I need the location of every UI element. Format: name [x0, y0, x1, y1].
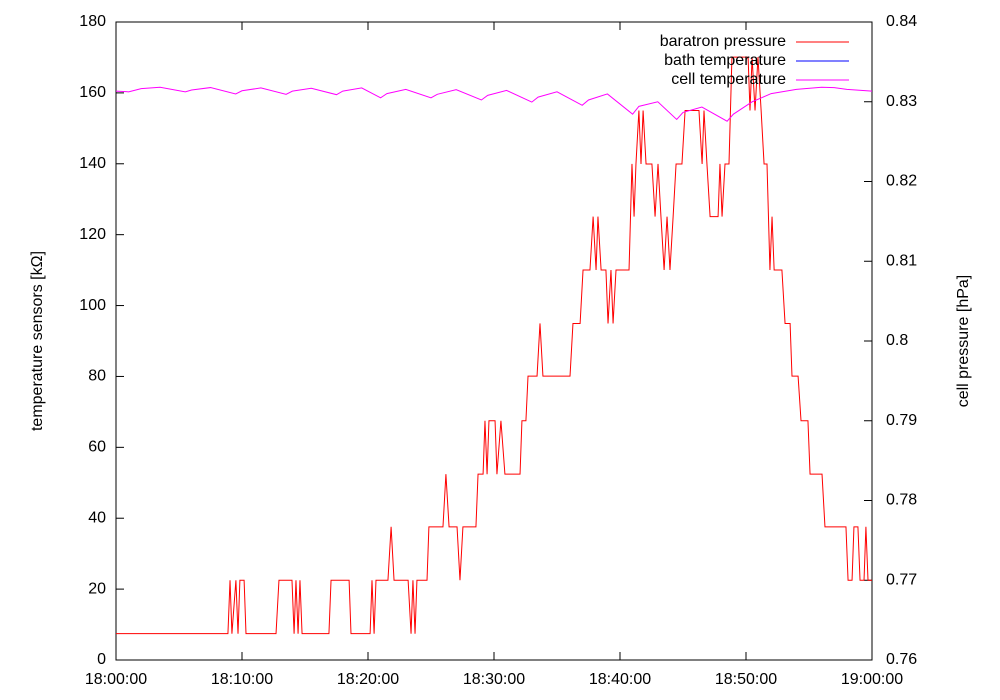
y-tick-label: 0 [97, 651, 106, 668]
y-tick-label: 100 [79, 297, 106, 314]
y2-tick-label: 0.84 [886, 13, 917, 30]
y-axis-label: temperature sensors [kΩ] [29, 251, 46, 431]
y2-tick-label: 0.82 [886, 173, 917, 190]
y2-tick-label: 0.77 [886, 571, 917, 588]
series-line [115, 86, 873, 122]
y2-tick-label: 0.81 [886, 252, 917, 269]
series-line [116, 56, 872, 635]
y2-axis-label: cell pressure [hPa] [955, 275, 972, 408]
y2-tick-label: 0.79 [886, 412, 917, 429]
y-tick-label: 160 [79, 84, 106, 101]
y-tick-label: 80 [88, 368, 106, 385]
plot-border [115, 21, 873, 661]
x-tick-label: 19:00:00 [841, 671, 903, 688]
legend-label: bath temperature [664, 52, 786, 69]
y-tick-label: 20 [88, 580, 106, 597]
x-tick-label: 18:10:00 [211, 671, 273, 688]
legend-label: cell temperature [671, 71, 786, 88]
y-tick-label: 140 [79, 155, 106, 172]
x-tick-label: 18:30:00 [463, 671, 525, 688]
x-tick-label: 18:50:00 [715, 671, 777, 688]
y-tick-label: 180 [79, 13, 106, 30]
x-tick-label: 18:20:00 [337, 671, 399, 688]
y-tick-label: 40 [88, 509, 106, 526]
y2-tick-label: 0.83 [886, 93, 917, 110]
legend-label: baratron pressure [660, 33, 786, 50]
x-tick-label: 18:40:00 [589, 671, 651, 688]
y2-tick-label: 0.78 [886, 492, 917, 509]
x-tick-label: 18:00:00 [85, 671, 147, 688]
y-tick-label: 60 [88, 439, 106, 456]
y2-tick-label: 0.76 [886, 651, 917, 668]
y2-tick-label: 0.8 [886, 332, 908, 349]
y-tick-label: 120 [79, 226, 106, 243]
